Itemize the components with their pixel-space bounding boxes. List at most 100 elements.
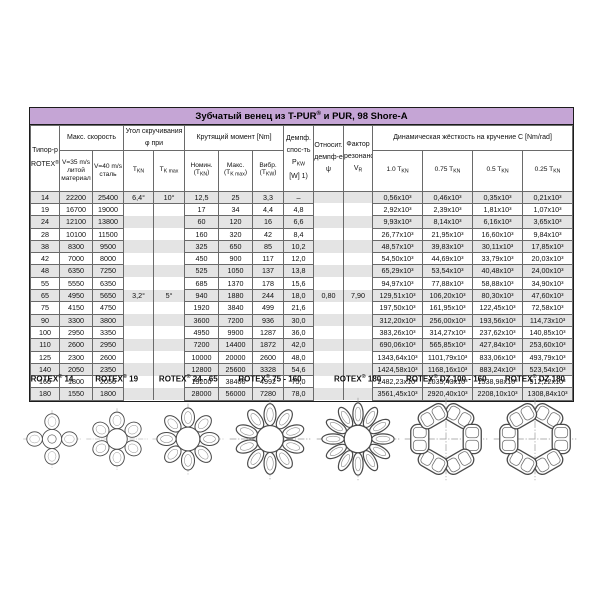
coupling-figure: ROTEX® DZ 100 - 160 <box>403 372 489 493</box>
cell-resonance <box>343 264 374 278</box>
cell-damping: 21,6 <box>283 301 315 315</box>
cell-angle-tkn <box>123 203 155 216</box>
coupling-drawing <box>22 385 82 493</box>
cell-stiffness-2: 122,45x10³ <box>472 301 524 315</box>
cell-torque-vibr: 244 <box>252 289 285 303</box>
cell-stiffness-0: 2,92x10³ <box>372 202 424 217</box>
cell-resonance <box>343 326 374 339</box>
cell-stiffness-2: 883,24x10³ <box>472 362 524 377</box>
figure-label: ROTEX® DZ 180 <box>504 374 565 384</box>
col-header-torque-max: Макс. (TK max) <box>218 149 254 192</box>
cell-v40: 13800 <box>91 215 125 229</box>
cell-stiffness-3: 72,58x10³ <box>522 301 574 315</box>
cell-torque-max: 1050 <box>218 264 254 278</box>
coupling-drawings: ROTEX® 14 ROTEX® 19 ROTEX® 24 - 65 ROTEX® 7… <box>22 372 578 493</box>
cell-v35: 2950 <box>59 325 93 340</box>
cell-resonance <box>343 363 374 376</box>
coupling-drawing <box>315 385 401 493</box>
cell-angle-tkn <box>123 264 155 278</box>
cell-stiffness-0: 197,50x10³ <box>372 301 424 315</box>
cell-v40: 19000 <box>91 202 125 217</box>
spec-table-container: Зубчатый венец из T-PUR® и PUR, 98 Shore… <box>29 107 574 402</box>
cell-stiffness-0: 9,93x10³ <box>372 215 424 229</box>
cell-rel-damping: 0,80 <box>313 289 345 302</box>
cell-stiffness-2: 2208,10x10³ <box>472 387 524 401</box>
cell-rel-damping <box>313 363 345 376</box>
cell-torque-vibr: 137 <box>252 264 285 278</box>
cell-v35: 3300 <box>59 313 93 327</box>
cell-stiffness-1: 0,46x10³ <box>422 190 474 204</box>
table-row: 65 4950 5650 3,2° 5° 940 1880 244 18,0 0,80 7,90 12… <box>30 289 574 303</box>
cell-stiffness-2: 237,62x10³ <box>472 325 524 340</box>
cell-torque-max: 1880 <box>218 289 254 303</box>
cell-angle-tkmax <box>153 338 186 352</box>
cell-damping: 18,0 <box>283 289 315 303</box>
coupling-drawing <box>228 385 312 493</box>
cell-stiffness-0: 94,97x10³ <box>372 276 424 291</box>
cell-angle-tkmax <box>153 215 186 229</box>
col-header-damping: Демпф. спос-ть PKW [W] 1) <box>283 124 315 192</box>
table-row: 140 2050 2350 12800 25600 3328 54,6 1424,58x10³… <box>30 362 574 377</box>
cell-torque-max: 14400 <box>218 338 254 352</box>
col-group-stiffness: Динамическая жёсткость на кручение C [Nm… <box>372 124 574 151</box>
header-group-row: Типор-р ROTEX® Макс. скорость Угол скручи… <box>30 124 574 192</box>
cell-stiffness-3: 912,22x10³ <box>522 375 574 389</box>
cell-torque-vibr: 178 <box>252 276 285 291</box>
cell-angle-tkmax <box>153 351 186 364</box>
cell-torque-max: 20000 <box>218 350 254 364</box>
cell-v40: 3350 <box>91 325 125 340</box>
cell-stiffness-2: 40,48x10³ <box>472 264 524 278</box>
cell-v40: 11500 <box>91 227 125 241</box>
cell-torque-vibr: 7280 <box>252 387 285 401</box>
cell-damping: 8,4 <box>283 227 315 241</box>
cell-stiffness-1: 314,27x10³ <box>422 325 474 340</box>
cell-damping: 10,2 <box>283 239 315 254</box>
col-group-twist-angle: Угол скручивания φ при <box>123 124 186 151</box>
table-row: 24 12100 13800 60 120 16 6,6 9,93x10³ 8,14x10³ 6,… <box>30 215 574 229</box>
cell-angle-tkmax: 10° <box>153 190 186 204</box>
cell-torque-nom: 325 <box>184 239 220 254</box>
cell-torque-max: 3840 <box>218 301 254 315</box>
cell-damping: 42,0 <box>283 338 315 352</box>
table-row: 38 8300 9500 325 650 85 10,2 48,57x10³ 39,83x10³… <box>30 239 574 254</box>
cell-v40: 1800 <box>91 387 125 401</box>
cell-stiffness-1: 256,00x10³ <box>422 313 474 327</box>
cell-size: 180 <box>30 387 60 401</box>
cell-stiffness-1: 77,88x10³ <box>422 276 474 291</box>
cell-torque-nom: 12,5 <box>184 190 220 204</box>
cell-stiffness-2: 193,56x10³ <box>472 313 524 327</box>
cell-v35: 4150 <box>59 301 93 315</box>
cell-v35: 16700 <box>59 202 93 217</box>
table-row: 125 2300 2600 10000 20000 2600 48,0 1343,64x10³… <box>30 350 574 364</box>
cell-stiffness-3: 140,85x10³ <box>522 325 574 340</box>
cell-resonance <box>343 191 374 204</box>
cell-torque-vibr: 85 <box>252 239 285 254</box>
cell-torque-vibr: 1872 <box>252 338 285 352</box>
cell-rel-damping <box>313 387 345 401</box>
coupling-figure: ROTEX® 180 <box>315 372 401 493</box>
cell-v40: 7250 <box>91 264 125 278</box>
cell-size: 28 <box>30 227 60 241</box>
cell-v35: 4950 <box>59 289 93 303</box>
cell-size: 110 <box>30 338 60 352</box>
table-head: Типор-р ROTEX® Макс. скорость Угол скручи… <box>30 124 574 192</box>
cell-resonance <box>343 277 374 290</box>
table-row: 55 5550 6350 685 1370 178 15,6 94,97x10³ 77,88x1… <box>30 276 574 291</box>
col-header-stiffness-025: 0.25 TKN <box>522 149 574 192</box>
figure-label: ROTEX® 75 - 160 <box>238 374 302 384</box>
col-header-torque-nom: Номин. (TKN) <box>184 149 220 192</box>
cell-angle-tkmax <box>153 326 186 339</box>
table-row: 75 4150 4750 1920 3840 499 21,6 197,50x10³ 161,9… <box>30 301 574 315</box>
cell-stiffness-0: 312,20x10³ <box>372 313 424 327</box>
cell-v35: 12100 <box>59 215 93 229</box>
cell-damping: 15,6 <box>283 276 315 291</box>
cell-size: 19 <box>30 202 60 217</box>
cell-size: 90 <box>30 313 60 327</box>
cell-angle-tkn <box>123 351 155 364</box>
cell-rel-damping <box>313 277 345 290</box>
cell-v35: 5550 <box>59 276 93 291</box>
cell-resonance <box>343 375 374 388</box>
cell-v40: 8000 <box>91 252 125 266</box>
cell-v35: 7000 <box>59 252 93 266</box>
cell-v40: 6350 <box>91 276 125 291</box>
